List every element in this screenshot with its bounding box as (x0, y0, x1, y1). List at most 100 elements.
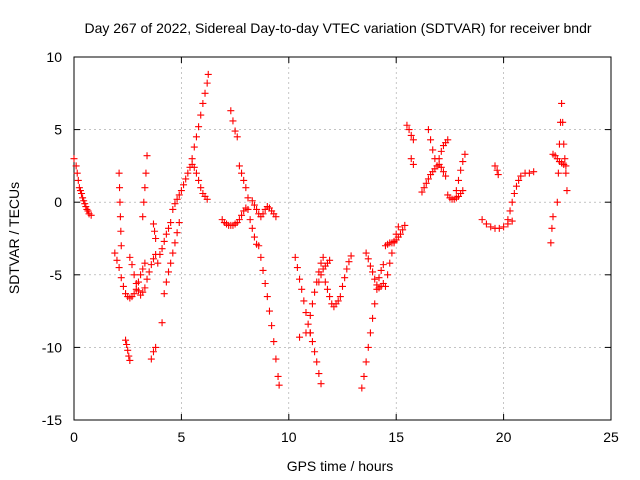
data-point (84, 207, 92, 215)
data-point (175, 219, 183, 227)
data-point (235, 162, 243, 170)
data-point (203, 195, 211, 203)
data-point (167, 219, 175, 227)
data-point (173, 195, 181, 203)
data-point (132, 280, 140, 288)
data-point (317, 271, 325, 279)
data-point (510, 189, 518, 197)
data-point (424, 126, 432, 134)
data-point (238, 169, 246, 177)
data-point (154, 259, 162, 267)
data-point (111, 249, 119, 257)
data-point (308, 338, 316, 346)
data-point (369, 314, 377, 322)
data-point (137, 271, 145, 279)
data-point (244, 205, 252, 213)
data-point (261, 280, 269, 288)
y-tick-label: -15 (42, 412, 62, 428)
data-point (171, 239, 179, 247)
data-point (559, 118, 567, 126)
data-point (345, 258, 353, 266)
data-point (439, 168, 447, 176)
data-point (259, 266, 267, 274)
data-point (177, 187, 185, 195)
data-point (369, 268, 377, 276)
data-point (140, 198, 148, 206)
data-point (452, 187, 460, 195)
data-point (158, 245, 166, 253)
x-tick-label: 20 (496, 429, 512, 445)
data-point (487, 223, 495, 231)
data-point (141, 284, 149, 292)
data-point (238, 211, 246, 219)
data-point (175, 191, 183, 199)
data-point (149, 255, 157, 263)
data-point (143, 152, 151, 160)
data-point (459, 158, 467, 166)
data-point (165, 224, 173, 232)
data-point (553, 198, 561, 206)
data-point (195, 123, 203, 131)
data-point (257, 253, 265, 261)
data-point (341, 274, 349, 282)
data-point (506, 207, 514, 215)
data-point (128, 261, 136, 269)
data-point (126, 253, 134, 261)
data-point (123, 340, 131, 348)
data-point (160, 290, 168, 298)
data-point (180, 181, 188, 189)
data-point (377, 266, 385, 274)
data-point (429, 146, 437, 154)
data-point (272, 355, 280, 363)
x-tick-label: 15 (388, 429, 404, 445)
data-point (562, 169, 570, 177)
data-point (126, 356, 134, 364)
x-tick-label: 5 (178, 429, 186, 445)
data-point (82, 203, 90, 211)
data-point (203, 79, 211, 87)
x-axis-label: GPS time / hours (287, 458, 394, 474)
data-point (139, 265, 147, 273)
data-point (76, 187, 84, 195)
data-point (461, 150, 469, 158)
data-point (204, 70, 212, 78)
data-point (364, 255, 372, 263)
data-point (407, 155, 415, 163)
data-point (122, 336, 130, 344)
data-point (326, 256, 334, 264)
data-point (347, 252, 355, 260)
plot-frame (73, 56, 612, 421)
data-point (360, 372, 368, 380)
data-point (399, 226, 407, 234)
data-point (152, 343, 160, 351)
data-point (199, 99, 207, 107)
data-point (306, 329, 314, 337)
data-point (508, 198, 516, 206)
data-point (152, 235, 160, 242)
data-point (192, 133, 200, 141)
data-point (162, 278, 170, 286)
data-point (117, 242, 125, 250)
data-point (116, 213, 124, 221)
data-point (184, 169, 192, 177)
data-point (315, 278, 323, 286)
x-tick-label: 0 (70, 429, 78, 445)
data-point (130, 271, 138, 279)
data-point (323, 285, 331, 293)
data-point (263, 293, 271, 301)
data-point (130, 290, 138, 298)
data-point (248, 197, 256, 205)
data-point (371, 275, 379, 283)
data-point (396, 230, 404, 238)
data-point (515, 176, 523, 184)
data-point (151, 227, 159, 235)
data-point (525, 169, 533, 177)
data-point (315, 370, 323, 378)
data-point (143, 275, 151, 283)
data-point (517, 172, 525, 180)
data-point (437, 163, 445, 171)
data-point (115, 264, 123, 272)
data-point (407, 131, 415, 139)
data-point (201, 89, 209, 97)
